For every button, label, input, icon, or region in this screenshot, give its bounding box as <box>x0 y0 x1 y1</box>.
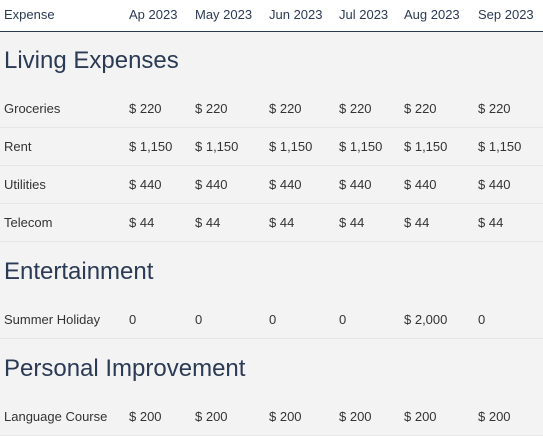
cell-value: $ 44 <box>478 215 504 230</box>
cell-value: $ 1,150 <box>129 139 173 154</box>
row-label: Telecom <box>4 215 53 230</box>
header-expense[interactable]: Expense <box>4 7 55 22</box>
section-title-entertainment: Entertainment <box>4 258 154 285</box>
cell-value: $ 1,150 <box>195 139 239 154</box>
cell-value: $ 220 <box>269 101 302 116</box>
table-row: Summer Holiday 0 0 0 0 $ 2,000 0 <box>0 302 543 339</box>
cell-value: $ 2,000 <box>404 312 448 327</box>
cell-value: $ 440 <box>404 177 437 192</box>
cell-value: $ 220 <box>129 101 162 116</box>
cell-value: $ 1,150 <box>404 139 448 154</box>
cell-value: $ 200 <box>478 409 511 424</box>
row-label: Utilities <box>4 177 46 192</box>
row-label: Groceries <box>4 101 61 116</box>
row-label: Language Course <box>4 409 108 424</box>
table-row: Rent $ 1,150 $ 1,150 $ 1,150 $ 1,150 $ 1… <box>0 129 543 166</box>
cell-value: $ 440 <box>339 177 372 192</box>
table-row: Utilities $ 440 $ 440 $ 440 $ 440 $ 440 … <box>0 167 543 204</box>
cell-value: $ 200 <box>195 409 228 424</box>
row-label: Rent <box>4 139 32 154</box>
cell-value: $ 200 <box>404 409 437 424</box>
cell-value: $ 1,150 <box>478 139 522 154</box>
cell-value: 0 <box>129 312 137 327</box>
header-sep-2023[interactable]: Sep 2023 <box>478 7 534 22</box>
cell-value: $ 1,150 <box>339 139 383 154</box>
cell-value: $ 1,150 <box>269 139 313 154</box>
cell-value: $ 44 <box>339 215 365 230</box>
cell-value: $ 220 <box>404 101 437 116</box>
cell-value: $ 44 <box>195 215 221 230</box>
cell-value: $ 440 <box>478 177 511 192</box>
cell-value: $ 440 <box>269 177 302 192</box>
header-apr-2023[interactable]: Ap 2023 <box>129 7 178 22</box>
section-title-living-expenses: Living Expenses <box>4 47 179 74</box>
cell-value: $ 440 <box>195 177 228 192</box>
table-row: Telecom $ 44 $ 44 $ 44 $ 44 $ 44 $ 44 <box>0 205 543 242</box>
table-row: Language Course $ 200 $ 200 $ 200 $ 200 … <box>0 399 543 436</box>
header-jun-2023[interactable]: Jun 2023 <box>269 7 323 22</box>
cell-value: $ 440 <box>129 177 162 192</box>
cell-value: $ 44 <box>269 215 295 230</box>
cell-value: $ 44 <box>129 215 155 230</box>
cell-value: $ 44 <box>404 215 430 230</box>
row-label: Summer Holiday <box>4 312 101 327</box>
cell-value: $ 200 <box>269 409 302 424</box>
header-may-2023[interactable]: May 2023 <box>195 7 253 22</box>
cell-value: $ 200 <box>339 409 372 424</box>
header-jul-2023[interactable]: Jul 2023 <box>339 7 389 22</box>
cell-value: 0 <box>339 312 347 327</box>
cell-value: $ 220 <box>195 101 228 116</box>
header-aug-2023[interactable]: Aug 2023 <box>404 7 460 22</box>
cell-value: $ 200 <box>129 409 162 424</box>
table-row: Groceries $ 220 $ 220 $ 220 $ 220 $ 220 … <box>0 91 543 128</box>
cell-value: 0 <box>269 312 277 327</box>
cell-value: $ 220 <box>339 101 372 116</box>
cell-value: $ 220 <box>478 101 511 116</box>
section-title-personal-improvement: Personal Improvement <box>4 355 246 382</box>
table-header: Expense Ap 2023 May 2023 Jun 2023 Jul 20… <box>0 0 543 32</box>
cell-value: 0 <box>195 312 203 327</box>
cell-value: 0 <box>478 312 486 327</box>
